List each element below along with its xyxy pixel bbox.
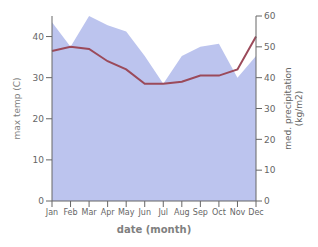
svg-text:Aug: Aug	[174, 208, 190, 217]
svg-text:0: 0	[38, 196, 44, 206]
svg-text:Jul: Jul	[157, 208, 168, 217]
svg-text:10: 10	[33, 155, 45, 165]
svg-text:date (month): date (month)	[117, 224, 191, 235]
svg-text:50: 50	[264, 42, 276, 52]
svg-text:10: 10	[264, 165, 276, 175]
svg-text:(kg/m2): (kg/m2)	[294, 91, 304, 126]
svg-text:0: 0	[264, 196, 270, 206]
svg-text:Jan: Jan	[45, 208, 58, 217]
svg-text:med. precipitation: med. precipitation	[283, 67, 293, 149]
svg-text:Feb: Feb	[63, 208, 77, 217]
svg-text:60: 60	[264, 11, 276, 21]
svg-text:20: 20	[264, 135, 276, 145]
svg-text:max temp (C): max temp (C)	[12, 77, 22, 139]
svg-text:30: 30	[33, 73, 45, 83]
svg-text:Nov: Nov	[230, 208, 246, 217]
svg-text:May: May	[118, 208, 135, 217]
svg-text:Sep: Sep	[193, 208, 208, 217]
svg-text:20: 20	[33, 114, 45, 124]
svg-text:Dec: Dec	[248, 208, 263, 217]
svg-text:Apr: Apr	[101, 208, 116, 217]
svg-text:Mar: Mar	[82, 208, 98, 217]
svg-text:Jun: Jun	[137, 208, 151, 217]
svg-text:30: 30	[264, 104, 276, 114]
svg-text:Oct: Oct	[212, 208, 226, 217]
svg-text:40: 40	[33, 32, 45, 42]
svg-text:40: 40	[264, 73, 276, 83]
